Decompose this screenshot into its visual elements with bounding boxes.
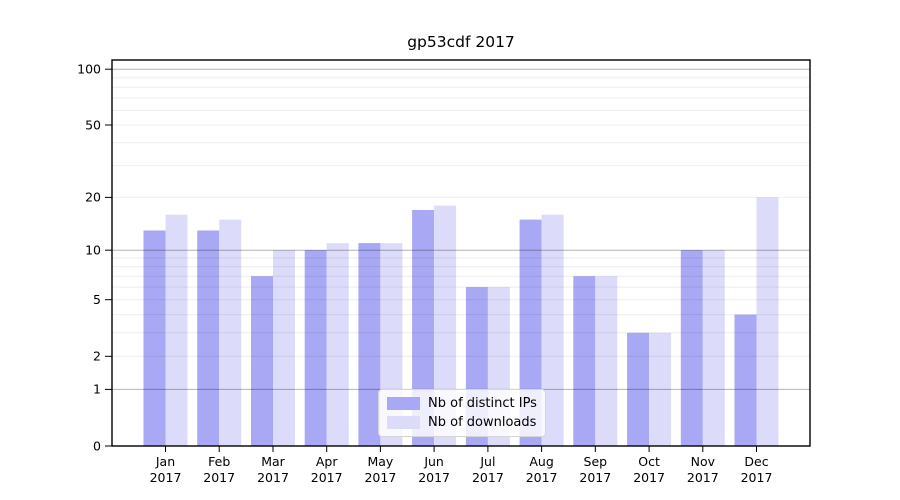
- y-tick-label-100: 100: [77, 62, 101, 77]
- y-tick-label-0: 0: [93, 438, 101, 453]
- y-tick-label-10: 10: [85, 243, 101, 258]
- bar-dec-distinct-ips: [734, 314, 757, 446]
- legend-item-downloads: Nb of downloads: [387, 415, 536, 430]
- bar-jun-downloads: [434, 205, 457, 446]
- legend-label-distinct-ips: Nb of distinct IPs: [428, 396, 537, 411]
- bar-oct-downloads: [649, 332, 672, 446]
- bar-oct-distinct-ips: [627, 332, 650, 446]
- bar-sep-distinct-ips: [573, 276, 596, 446]
- x-tick-label-jan: Jan 2017: [150, 454, 182, 485]
- x-tick-label-oct: Oct 2017: [633, 454, 665, 485]
- bar-aug-downloads: [541, 214, 564, 446]
- bar-sep-downloads: [595, 276, 618, 446]
- bar-mar-downloads: [273, 250, 295, 446]
- legend-item-distinct-ips: Nb of distinct IPs: [387, 396, 537, 411]
- x-tick-label-may: May 2017: [364, 454, 396, 485]
- bar-nov-downloads: [702, 250, 725, 446]
- legend-swatch-downloads: [387, 416, 420, 429]
- chart-title: gp53cdf 2017: [407, 33, 515, 51]
- bar-apr-downloads: [326, 243, 349, 446]
- bar-nov-distinct-ips: [680, 250, 703, 446]
- y-tick-label-2: 2: [93, 349, 101, 364]
- bar-feb-distinct-ips: [197, 230, 220, 446]
- bar-jun-distinct-ips: [412, 210, 435, 446]
- x-tick-label-dec: Dec 2017: [741, 454, 773, 485]
- x-tick-label-mar: Mar 2017: [257, 454, 289, 485]
- x-tick-label-sep: Sep 2017: [579, 454, 611, 485]
- y-tick-label-5: 5: [93, 292, 101, 307]
- x-tick-label-feb: Feb 2017: [203, 454, 235, 485]
- bar-may-distinct-ips: [358, 243, 381, 446]
- legend-label-downloads: Nb of downloads: [428, 415, 537, 430]
- y-tick-label-1: 1: [93, 382, 101, 397]
- x-tick-label-nov: Nov 2017: [687, 454, 719, 485]
- bar-dec-downloads: [756, 197, 779, 446]
- bar-mar-distinct-ips: [251, 276, 273, 446]
- bar-jan-downloads: [165, 214, 188, 446]
- plot-frame: [111, 59, 811, 447]
- y-tick-label-50: 50: [85, 117, 101, 132]
- bar-feb-downloads: [219, 219, 242, 446]
- x-tick-label-apr: Apr 2017: [311, 454, 343, 485]
- bar-apr-distinct-ips: [304, 250, 327, 446]
- legend-swatch-distinct-ips: [387, 397, 420, 410]
- y-tick-label-20: 20: [85, 190, 101, 205]
- x-tick-label-aug: Aug 2017: [526, 454, 558, 485]
- x-tick-label-jul: Jul 2017: [472, 454, 504, 485]
- legend: Nb of distinct IPs Nb of downloads: [378, 389, 546, 437]
- bar-jan-distinct-ips: [143, 230, 166, 446]
- x-tick-label-jun: Jun 2017: [418, 454, 450, 485]
